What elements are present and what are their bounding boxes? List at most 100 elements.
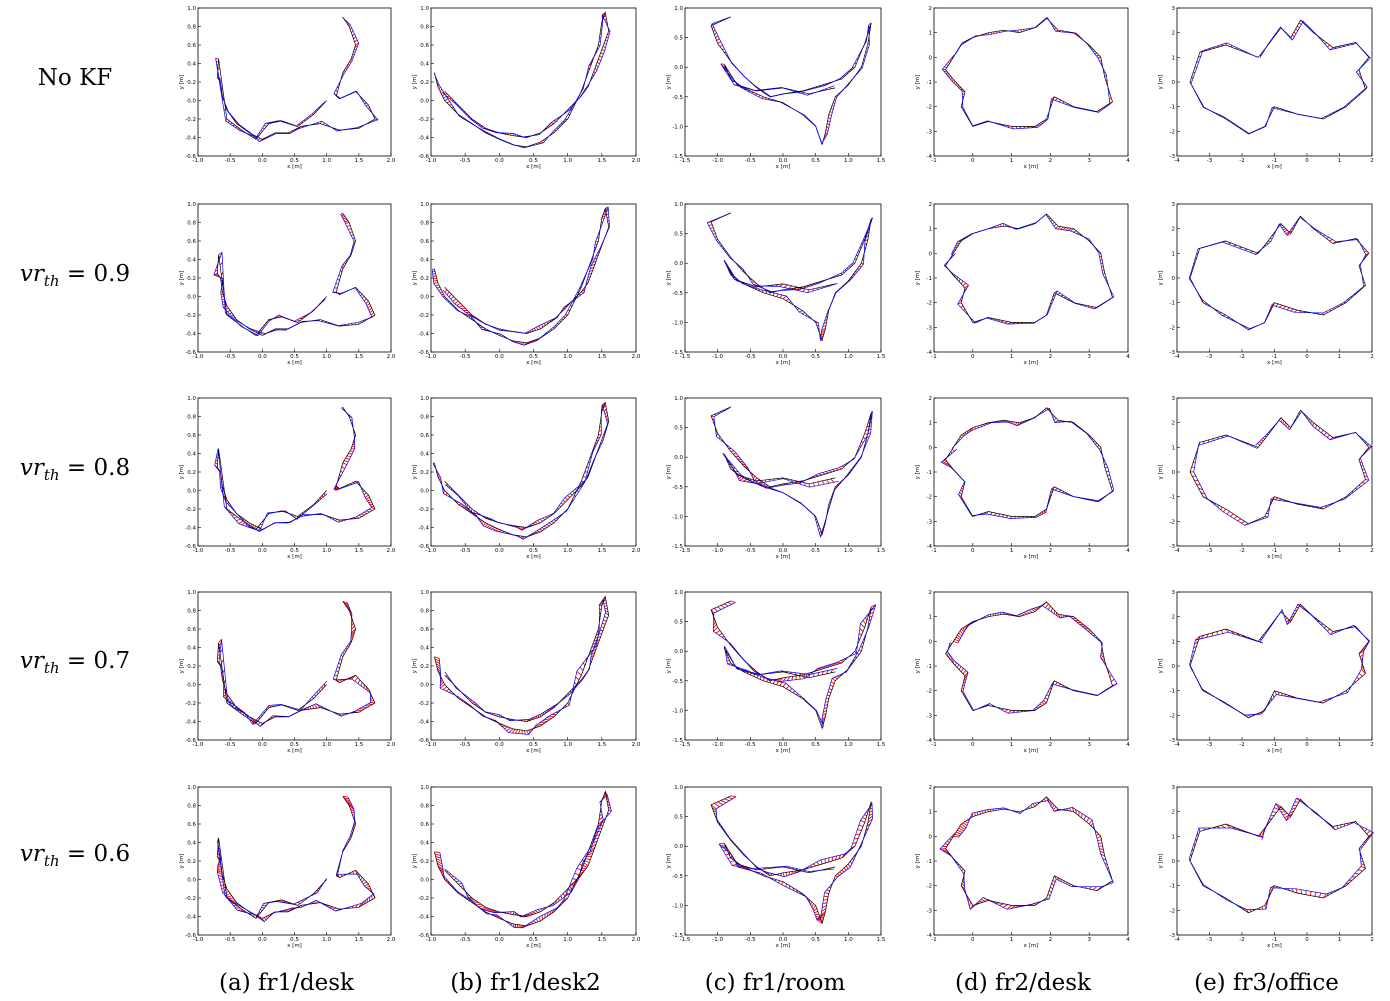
x-tick-label: -0.5 xyxy=(745,742,756,748)
estimated-line xyxy=(941,17,1111,130)
y-tick-label: 0.4 xyxy=(187,841,196,847)
y-tick-label: 1.0 xyxy=(674,785,683,791)
x-tick-label: -0.5 xyxy=(225,158,236,164)
y-axis-label: y [m] xyxy=(412,75,418,90)
estimated-line xyxy=(432,404,609,540)
y-tick-label: -1.0 xyxy=(672,514,683,520)
x-tick-label: 0 xyxy=(971,158,975,164)
estimated-line xyxy=(213,214,373,336)
x-tick-label: 3 xyxy=(1087,158,1091,164)
x-tick-label: 0.0 xyxy=(258,742,267,748)
y-tick-label: 0.8 xyxy=(420,415,429,421)
row-label: vrth = 0.9 xyxy=(20,261,130,290)
y-tick-label: 1.0 xyxy=(187,396,196,402)
x-tick-label: 0.0 xyxy=(495,354,504,360)
y-tick-label: -2 xyxy=(927,495,932,501)
y-tick-label: 0.4 xyxy=(187,646,196,652)
x-tick-label: 1.5 xyxy=(354,742,363,748)
error-band xyxy=(434,596,609,735)
y-tick-label: -2 xyxy=(1170,713,1175,719)
y-tick-label: -0.4 xyxy=(185,332,196,338)
plot-frame xyxy=(684,203,882,353)
estimated-line xyxy=(715,796,873,921)
trajectory-panel: -1.5 -1.0 -0.5 0.0 0.5 1.0 1.5 -1.5 -1.0 -0.5 0.0 0… xyxy=(666,590,886,754)
x-tick-label: 0.5 xyxy=(529,742,538,748)
y-tick-label: -1.5 xyxy=(672,154,683,160)
y-tick-label: -3 xyxy=(927,129,933,135)
x-tick-label: -1.0 xyxy=(712,158,723,164)
y-tick-label: 3 xyxy=(1172,396,1176,402)
x-axis-label: x [m] xyxy=(776,554,791,560)
x-tick-label: 2.0 xyxy=(632,548,641,554)
trajectory-panel: -1.0 -0.5 0.0 0.5 1.0 1.5 2.0 -0.6 -0.4 -0.2 0.0 0.… xyxy=(179,6,396,170)
y-tick-label: -0.2 xyxy=(418,117,429,123)
y-tick-label: -3 xyxy=(1170,933,1176,939)
y-tick-label: 0.0 xyxy=(420,683,429,689)
x-tick-label: 1 xyxy=(1338,354,1342,360)
x-tick-label: -2 xyxy=(1239,548,1244,554)
y-tick-label: 1.0 xyxy=(420,6,429,12)
y-axis-label: y [m] xyxy=(666,465,672,480)
y-tick-label: 0 xyxy=(1172,664,1176,670)
x-axis-label: x [m] xyxy=(1024,164,1039,170)
x-tick-label: -1 xyxy=(1272,742,1277,748)
x-tick-label: -0.5 xyxy=(225,548,236,554)
x-axis-label: x [m] xyxy=(776,943,791,949)
estimated-line xyxy=(431,206,610,346)
y-tick-label: -2 xyxy=(927,105,932,111)
y-tick-label: -0.5 xyxy=(672,95,683,101)
y-tick-label: 0.0 xyxy=(674,649,683,655)
y-tick-label: 1 xyxy=(1172,445,1176,451)
x-tick-label: 1 xyxy=(1338,742,1342,748)
x-tick-label: 1.0 xyxy=(844,742,853,748)
y-tick-label: -3 xyxy=(1170,350,1176,356)
x-axis-label: x [m] xyxy=(287,943,302,949)
plot-frame xyxy=(933,203,1129,353)
x-tick-label: -3 xyxy=(1207,937,1213,943)
y-tick-label: -1.0 xyxy=(672,124,683,130)
x-tick-label: -1 xyxy=(1272,158,1277,164)
error-band xyxy=(432,206,610,346)
x-tick-label: 4 xyxy=(1126,742,1130,748)
y-tick-label: 2 xyxy=(1172,227,1176,233)
x-tick-label: -3 xyxy=(1207,742,1213,748)
ground-truth-line xyxy=(216,601,376,724)
y-tick-label: -0.6 xyxy=(185,933,196,939)
x-tick-label: 2 xyxy=(1049,158,1053,164)
x-tick-label: 2 xyxy=(1370,937,1374,943)
x-tick-label: 1 xyxy=(1010,354,1014,360)
x-tick-label: 1.0 xyxy=(563,742,572,748)
x-axis-label: x [m] xyxy=(1267,748,1282,754)
y-axis-label: y [m] xyxy=(666,854,672,869)
x-tick-label: 1.5 xyxy=(877,158,886,164)
y-tick-label: -4 xyxy=(927,350,933,356)
x-tick-label: 0 xyxy=(1305,937,1309,943)
y-tick-label: -4 xyxy=(927,154,933,160)
y-tick-label: 0.4 xyxy=(420,841,429,847)
x-tick-label: 1.0 xyxy=(844,937,853,943)
y-tick-label: 0.6 xyxy=(187,822,196,828)
estimated-line xyxy=(1188,216,1367,329)
y-axis-label: y [m] xyxy=(666,271,672,286)
y-tick-label: -1 xyxy=(1170,884,1175,890)
estimated-line xyxy=(943,213,1115,325)
x-tick-label: -1 xyxy=(931,548,936,554)
x-tick-label: 2.0 xyxy=(387,158,396,164)
y-tick-label: 0.0 xyxy=(187,878,196,884)
x-tick-label: -1.0 xyxy=(426,158,437,164)
y-tick-label: 0 xyxy=(929,445,933,451)
trajectory-panel: -1.0 -0.5 0.0 0.5 1.0 1.5 2.0 -0.6 -0.4 -0.2 0.0 0.… xyxy=(179,590,396,754)
x-tick-label: 1.5 xyxy=(597,742,606,748)
y-tick-label: -0.4 xyxy=(185,526,196,532)
y-tick-label: -2 xyxy=(927,301,932,307)
x-tick-label: -1.0 xyxy=(426,548,437,554)
x-axis-label: x [m] xyxy=(1267,943,1282,949)
column-caption: (a) fr1/desk xyxy=(219,970,355,996)
x-tick-label: 3 xyxy=(1087,548,1091,554)
y-tick-label: 0.6 xyxy=(187,239,196,245)
y-tick-label: 1.0 xyxy=(674,590,683,596)
y-tick-label: 0 xyxy=(1172,470,1176,476)
y-axis-label: y [m] xyxy=(1158,271,1164,286)
y-axis-label: y [m] xyxy=(666,75,672,90)
